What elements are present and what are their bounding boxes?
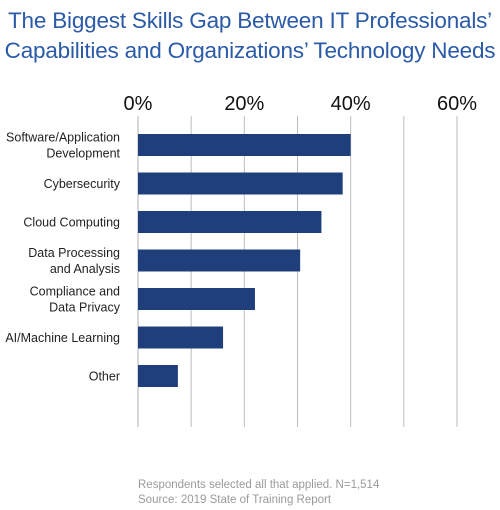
bars	[138, 134, 351, 387]
x-tick-label: 0%	[124, 93, 153, 115]
chart-title: The Biggest Skills Gap Between IT Profes…	[0, 6, 500, 66]
category-labels: Software/Application Development Cybersecu…	[5, 131, 120, 384]
x-tick-labels: 0% 20% 40% 60%	[124, 93, 478, 115]
bar-chart: 0% 20% 40% 60% Software/Application Developm…	[5, 93, 478, 427]
footnote-line-1: Respondents selected all that applied. N…	[138, 479, 380, 491]
x-tick-label: 20%	[224, 93, 264, 115]
bar	[138, 211, 322, 233]
x-tick-label: 40%	[331, 93, 371, 115]
bar	[138, 365, 178, 387]
category-label: Data Processing	[28, 246, 120, 260]
category-label: Data Privacy	[49, 301, 121, 315]
category-label: AI/Machine Learning	[5, 331, 120, 345]
footnote: Respondents selected all that applied. N…	[138, 478, 379, 508]
category-label: Development	[46, 147, 120, 161]
x-tick-label: 60%	[437, 93, 477, 115]
category-label: Compliance and	[30, 285, 120, 299]
category-label: and Analysis	[50, 262, 120, 276]
category-label: Cloud Computing	[23, 216, 120, 230]
category-label: Cybersecurity	[44, 177, 121, 191]
category-label: Software/Application	[6, 131, 120, 145]
category-label: Other	[89, 370, 120, 384]
footnote-line-2: Source: 2019 State of Training Report	[138, 494, 332, 506]
bar	[138, 134, 351, 156]
chart-title-line-1: The Biggest Skills Gap Between IT Profes…	[8, 8, 492, 33]
bar	[138, 249, 301, 272]
bar	[138, 172, 343, 195]
chart-title-line-2: Capabilities and Organizations’ Technolo…	[4, 38, 496, 63]
bar	[138, 288, 255, 310]
bar	[138, 326, 224, 349]
